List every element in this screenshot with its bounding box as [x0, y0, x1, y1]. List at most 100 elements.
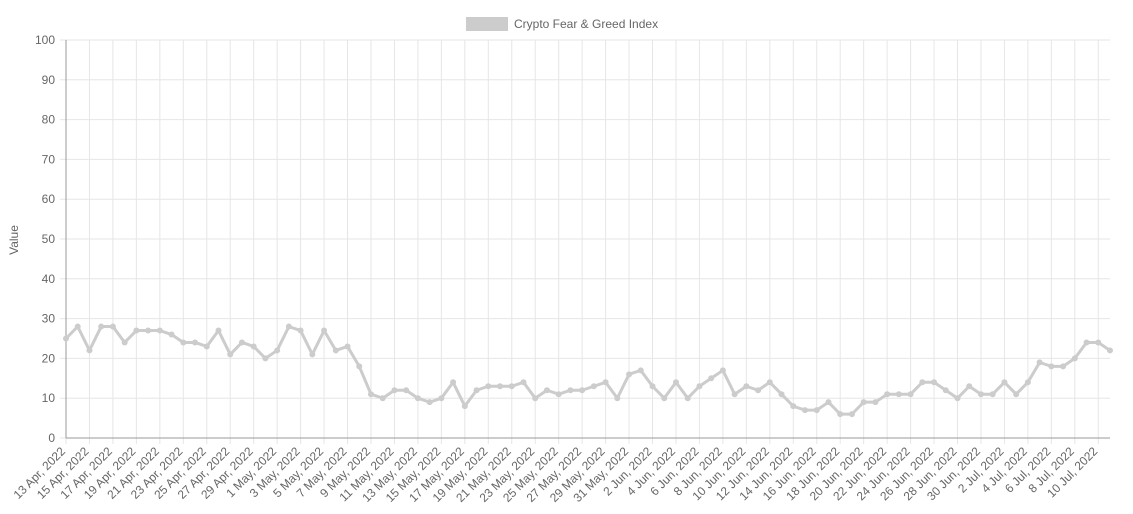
data-point — [297, 327, 304, 334]
data-point — [1071, 355, 1078, 362]
data-point — [1095, 339, 1102, 346]
data-point — [215, 327, 222, 334]
data-point — [133, 327, 140, 334]
data-point — [403, 387, 410, 394]
y-tick-label: 10 — [42, 391, 56, 405]
data-point — [109, 323, 116, 330]
data-point — [555, 391, 562, 398]
data-point — [86, 347, 93, 354]
data-point — [238, 339, 245, 346]
data-point — [321, 327, 328, 334]
data-point — [1024, 379, 1031, 386]
data-point — [848, 411, 855, 418]
y-axis-title: Value — [7, 225, 21, 255]
y-tick-label: 60 — [42, 192, 56, 206]
legend-label: Crypto Fear & Greed Index — [514, 17, 658, 31]
data-point — [508, 383, 515, 390]
data-point — [379, 395, 386, 402]
data-point — [567, 387, 574, 394]
data-point — [332, 347, 339, 354]
data-point — [450, 379, 457, 386]
data-point — [684, 395, 691, 402]
data-point — [1048, 363, 1055, 370]
data-point — [966, 383, 973, 390]
data-point — [262, 355, 269, 362]
data-point — [614, 395, 621, 402]
y-tick-label: 90 — [42, 73, 56, 87]
data-point — [813, 407, 820, 414]
data-point — [719, 367, 726, 374]
data-point — [884, 391, 891, 398]
data-point — [309, 351, 316, 358]
y-tick-label: 30 — [42, 312, 56, 326]
data-point — [626, 371, 633, 378]
data-point — [180, 339, 187, 346]
data-point — [942, 387, 949, 394]
y-tick-label: 20 — [42, 351, 56, 365]
data-point — [954, 395, 961, 402]
y-tick-label: 100 — [35, 33, 55, 47]
data-point — [485, 383, 492, 390]
data-point — [203, 343, 210, 350]
data-point — [250, 343, 257, 350]
data-point — [74, 323, 81, 330]
data-point — [1001, 379, 1008, 386]
data-point — [778, 391, 785, 398]
data-point — [837, 411, 844, 418]
data-point — [1036, 359, 1043, 366]
legend-swatch — [466, 17, 508, 31]
data-point — [743, 383, 750, 390]
data-point — [579, 387, 586, 394]
data-point — [802, 407, 809, 414]
data-point — [98, 323, 105, 330]
data-point — [438, 395, 445, 402]
data-point — [520, 379, 527, 386]
data-point — [532, 395, 539, 402]
data-point — [473, 387, 480, 394]
data-point — [907, 391, 914, 398]
data-point — [356, 363, 363, 370]
y-tick-label: 40 — [42, 272, 56, 286]
data-point — [426, 399, 433, 406]
data-point — [1013, 391, 1020, 398]
data-point — [649, 383, 656, 390]
data-point — [414, 395, 421, 402]
data-point — [977, 391, 984, 398]
data-point — [708, 375, 715, 382]
data-point — [367, 391, 374, 398]
data-point — [168, 331, 175, 338]
data-point — [602, 379, 609, 386]
data-point — [63, 335, 69, 342]
data-point — [1083, 339, 1090, 346]
data-point — [637, 367, 644, 374]
data-point — [731, 391, 738, 398]
data-point — [156, 327, 163, 334]
data-point — [825, 399, 832, 406]
data-point — [274, 347, 281, 354]
data-point — [145, 327, 152, 334]
data-point — [543, 387, 550, 394]
data-point — [1060, 363, 1067, 370]
y-tick-label: 80 — [42, 113, 56, 127]
y-tick-label: 0 — [48, 431, 55, 445]
data-point — [860, 399, 867, 406]
data-point — [872, 399, 879, 406]
data-point — [755, 387, 762, 394]
data-point — [497, 383, 504, 390]
data-point — [989, 391, 996, 398]
data-point — [285, 323, 292, 330]
data-point — [391, 387, 398, 394]
data-point — [895, 391, 902, 398]
data-point — [672, 379, 679, 386]
y-tick-label: 50 — [42, 232, 56, 246]
data-point — [766, 379, 773, 386]
data-point — [931, 379, 938, 386]
data-point — [121, 339, 128, 346]
data-point — [790, 403, 797, 410]
data-point — [192, 339, 199, 346]
data-point — [919, 379, 926, 386]
data-point — [590, 383, 597, 390]
y-tick-label: 70 — [42, 152, 56, 166]
series-line — [64, 325, 1111, 416]
